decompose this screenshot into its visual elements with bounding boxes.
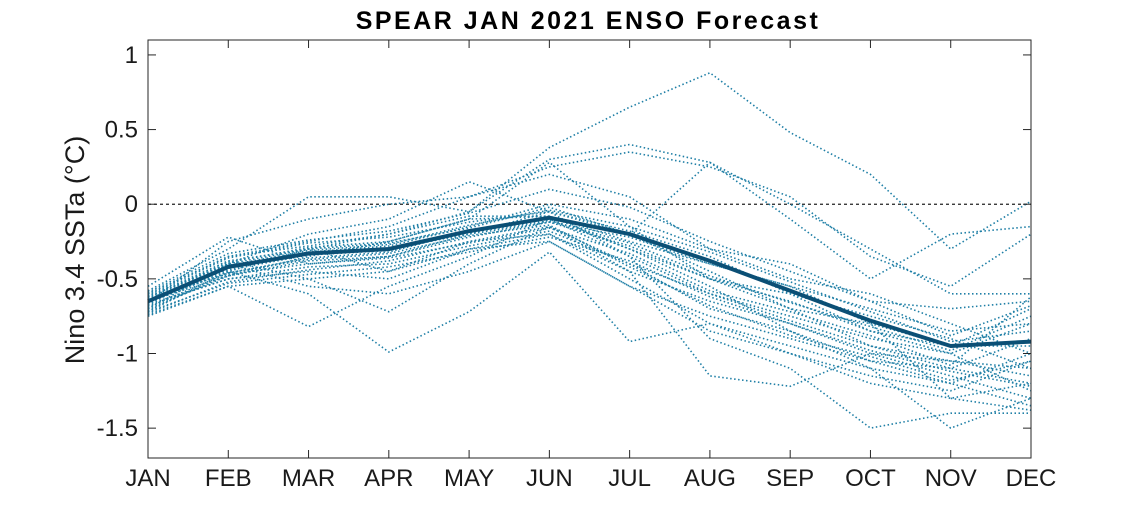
- x-tick-label-oct: OCT: [845, 465, 896, 492]
- ensemble-member-line-29: [147, 209, 1032, 343]
- x-tick-label-jul: JUL: [608, 465, 651, 492]
- x-tick-label-jan: JAN: [125, 465, 170, 492]
- chart-title: SPEAR JAN 2021 ENSO Forecast: [356, 7, 821, 35]
- x-tick-label-may: MAY: [444, 465, 494, 492]
- ensemble-member-line-14: [147, 215, 1032, 332]
- ensemble-member-line-8: [147, 225, 1032, 370]
- y-axis-label: Nino 3.4 SSTa (°C): [60, 136, 90, 364]
- ensemble-member-line-22: [147, 240, 1032, 407]
- y-tick-label: -1: [117, 341, 138, 368]
- y-tick-label: 0: [125, 191, 138, 218]
- ensemble-member-line-27: [147, 188, 1032, 337]
- x-tick-label-mar: MAR: [282, 465, 335, 492]
- y-tick-label: 0.5: [105, 117, 138, 144]
- x-tick-label-aug: AUG: [684, 465, 736, 492]
- ensemble-members: [147, 71, 1032, 430]
- ensemble-member-line-21: [147, 206, 1032, 385]
- ensemble-member-line-23: [147, 221, 1032, 411]
- y-axis: 1 0.5 0 -0.5 -1 -1.5: [97, 42, 1031, 442]
- y-tick-label: -0.5: [97, 266, 138, 293]
- ensemble-mean-line: [147, 215, 1032, 348]
- y-tick-label: 1: [125, 42, 138, 69]
- ensemble-member-line-15: [147, 221, 1031, 347]
- ensemble-member-line-28: [147, 236, 1032, 388]
- x-tick-label-nov: NOV: [925, 465, 977, 492]
- ensemble-member-line-11: [147, 218, 1032, 370]
- plot-frame: [147, 39, 1032, 459]
- ensemble-member-line-3: [147, 151, 1032, 304]
- ensemble-member-line-24: [147, 215, 1032, 430]
- x-tick-label-apr: APR: [364, 465, 413, 492]
- ensemble-member-line-7: [147, 210, 1032, 355]
- ensemble-member-line-20: [147, 218, 1031, 429]
- ensemble-member-line-19: [147, 233, 1032, 400]
- plot-area: [147, 39, 1032, 459]
- ensemble-member-line-5: [147, 173, 1032, 310]
- x-axis: JAN FEB MAR APR MAY JUN JUL AUG SEP OCT NOV DEC: [125, 40, 1056, 492]
- ensemble-member-line-30: [147, 224, 1032, 382]
- ensemble-member-line-17: [147, 230, 1032, 370]
- ensemble-member-line-18: [147, 210, 1032, 392]
- ensemble-member-line-26: [147, 219, 1032, 352]
- ensemble-member-line-10: [147, 240, 1032, 392]
- ensemble-member-line-9: [147, 233, 1032, 385]
- x-tick-label-feb: FEB: [205, 465, 252, 492]
- x-tick-label-dec: DEC: [1006, 465, 1057, 492]
- ensemble-member-line-2: [147, 143, 1032, 292]
- y-tick-label: -1.5: [97, 415, 138, 442]
- x-tick-label-sep: SEP: [766, 465, 814, 492]
- x-tick-label-jun: JUN: [526, 465, 573, 492]
